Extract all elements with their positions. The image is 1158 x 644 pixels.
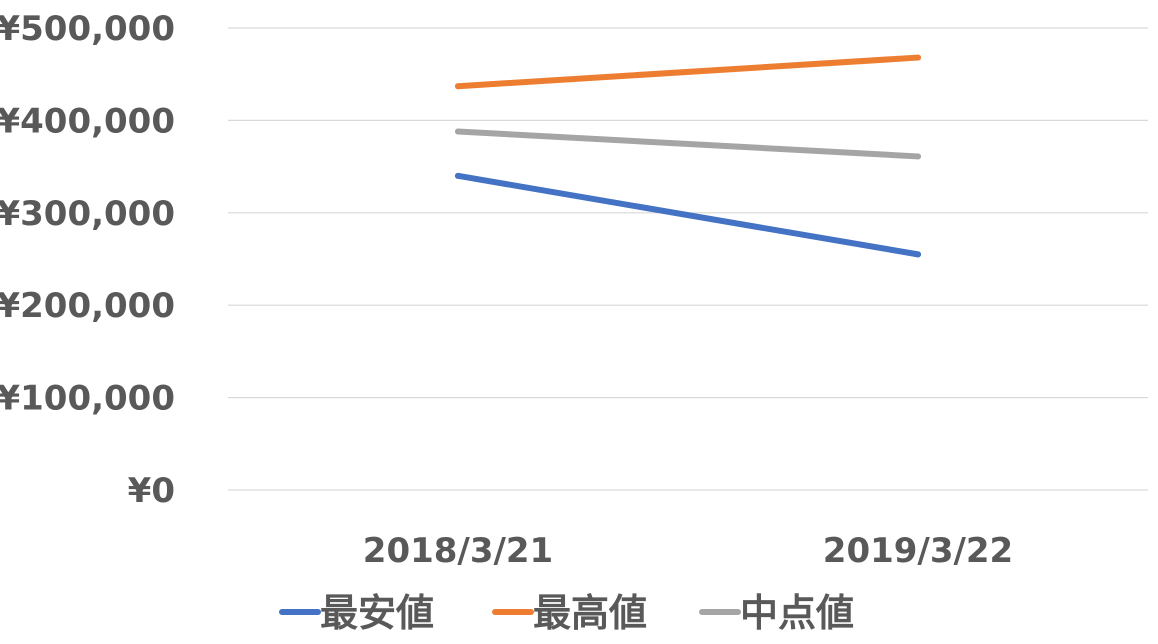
y-tick-label: ¥0 bbox=[128, 471, 175, 511]
legend-label: 中点値 bbox=[740, 591, 854, 635]
series-line-1 bbox=[455, 172, 921, 258]
y-tick-label: ¥400,000 bbox=[0, 101, 175, 141]
x-tick-label: 2018/3/21 bbox=[363, 531, 553, 571]
series-lines bbox=[455, 54, 921, 258]
y-axis-tick-labels: ¥0 ¥100,000 ¥200,000 ¥300,000 ¥400,000 ¥500,0… bbox=[0, 9, 175, 511]
data-point bbox=[455, 128, 461, 135]
y-tick-label: ¥300,000 bbox=[0, 194, 175, 234]
series-line-3 bbox=[455, 128, 921, 160]
legend-label: 最安値 bbox=[320, 591, 434, 635]
series-line-2 bbox=[455, 54, 921, 90]
data-point bbox=[915, 153, 921, 160]
data-point bbox=[455, 172, 461, 179]
y-tick-label: ¥500,000 bbox=[0, 9, 175, 49]
legend: 最安値 最高値 中点値 bbox=[279, 591, 854, 635]
y-tick-label: ¥100,000 bbox=[0, 379, 175, 419]
data-point bbox=[455, 83, 461, 90]
legend-label: 最高値 bbox=[533, 591, 647, 635]
x-axis-tick-labels: 2018/3/21 2019/3/22 bbox=[363, 531, 1013, 571]
gridlines bbox=[228, 27, 1148, 491]
data-point bbox=[915, 251, 921, 258]
data-point bbox=[915, 54, 921, 61]
y-tick-label: ¥200,000 bbox=[0, 286, 175, 326]
x-tick-label: 2019/3/22 bbox=[823, 531, 1013, 571]
